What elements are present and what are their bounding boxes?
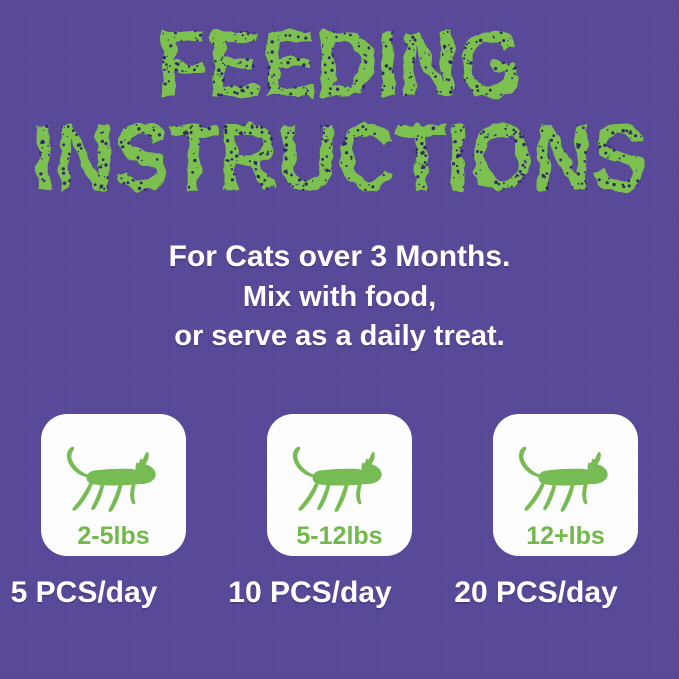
- svg-text:INSTRUCTIONS: INSTRUCTIONS: [32, 105, 647, 211]
